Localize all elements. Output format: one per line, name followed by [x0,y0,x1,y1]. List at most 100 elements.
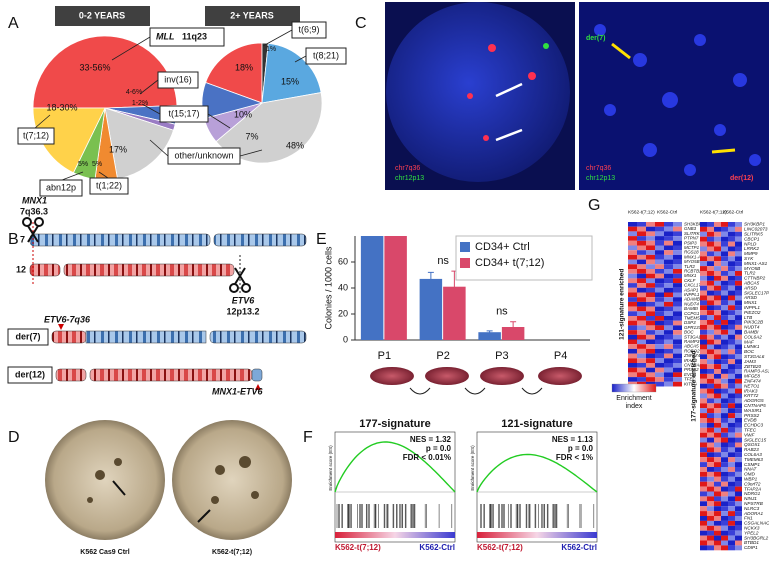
column-label: K562-t(7;12) [700,209,727,215]
group-label: 0-2 YEARS [79,10,125,20]
heat-cell [655,358,664,363]
gene-label: MYO5B [744,266,760,271]
slice-label: 1% [266,46,276,53]
heat-cell [673,330,682,335]
heat-cell [707,300,714,306]
color-scale [611,383,657,393]
heat-cell [707,364,714,369]
heat-cell [735,354,742,360]
gene-label: INPPL1 [684,292,700,297]
heat-cell [728,491,735,497]
heat-cell [728,315,735,320]
heat-cell [735,344,742,350]
heat-cell [728,364,735,369]
callout-box [39,179,83,197]
heat-cell [655,226,664,232]
gene-label: SH3KBP1 [684,222,705,227]
heat-cell [646,330,655,335]
gene-label: CTTNBP2 [744,276,766,281]
heat-cell [721,315,728,320]
heat-cell [707,540,714,546]
chromosome-label: 12 [16,264,26,274]
probe-label: chr7q36 [395,165,420,172]
heat-cell [628,264,637,269]
callout: t(1;22) [96,180,122,190]
heat-cell [637,236,646,241]
heat-cell [700,310,707,316]
gene-label: CSGALNACT2 [744,521,769,526]
heat-cell [707,511,714,516]
probe-label: chr7q36 [586,165,611,172]
gene-label: ZNF474 [683,353,701,358]
heat-cell [707,266,714,271]
heat-cell [628,325,637,331]
heat-cell [728,369,735,374]
heat-cell [637,264,646,269]
heat-cell [637,287,646,293]
gene-label: WBP1 [744,476,758,481]
heat-cell [628,372,637,378]
heat-cell [700,545,707,551]
heat-cell [673,278,682,284]
heat-cell [646,231,655,237]
heat-cell [637,231,646,237]
heatmap-title: 121-signature enriched [619,269,626,340]
heat-cell [728,310,735,316]
heat-cell [655,334,664,340]
heat-cell [655,259,664,265]
bar [443,286,466,340]
heat-cell [721,256,728,262]
heat-cell [673,320,682,326]
heat-cell [728,530,735,536]
heat-cell [728,226,735,232]
heat-cell [735,275,742,281]
heat-cell [735,491,742,497]
heat-cell [721,413,728,418]
heat-cell [646,301,655,307]
heat-cell [664,297,673,302]
gene-label: TMEM51 [684,316,703,321]
callout: inv(16) [164,74,192,84]
heat-cell [707,373,714,379]
heat-cell [664,311,673,316]
chromosome [63,263,235,277]
slice-label: 48% [286,140,304,150]
heat-cell [714,422,721,428]
heat-cell [655,301,664,307]
heat-cell [707,398,714,404]
gene-label: PRSS2 [744,413,760,418]
gene-label: C9orf72 [744,481,761,486]
heat-cell [673,231,682,237]
plates [370,367,582,395]
heat-cell [728,349,735,355]
heat-cell [735,393,742,399]
heat-cell [721,530,728,536]
heat-cell [673,269,682,274]
heat-cell [646,339,655,345]
heat-cell [655,353,664,359]
heat-cell [735,467,742,472]
heat-cell [721,481,728,487]
heat-cell [735,501,742,507]
heat-cell [707,256,714,262]
slice-label: 33-56% [79,62,110,72]
callout: t(6;9) [298,24,319,34]
heat-cell [646,348,655,354]
slice-label: 18-30% [46,102,77,112]
column-label: K562-Ctrl [723,209,743,215]
heat-cell [714,226,721,232]
heat-cell [700,413,707,418]
heat-cell [628,222,637,227]
heat-cell [655,222,664,227]
es-curve [476,453,598,493]
image-caption: K562 Cas9 Ctrl [80,549,129,556]
heat-cell [721,310,728,316]
heat-cell [714,388,721,394]
heat-cell [628,250,637,255]
heat-cell [728,295,735,301]
gene-label: NUDT4 [684,301,699,306]
bar [419,278,443,340]
heat-cell [700,530,707,536]
heat-cell [714,516,721,521]
callout: t(8;21) [313,50,339,60]
